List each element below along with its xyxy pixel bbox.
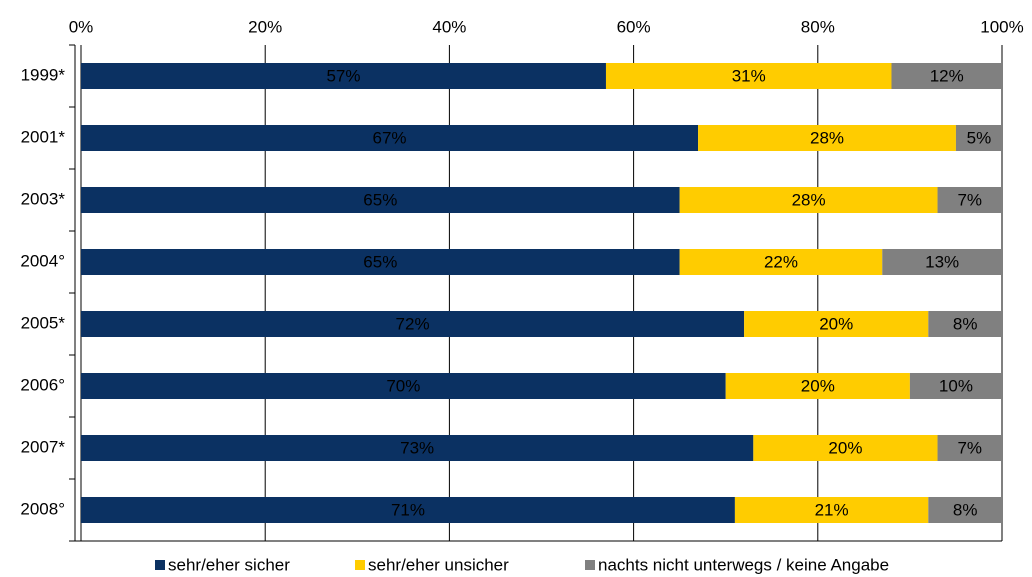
legend-swatch bbox=[355, 560, 365, 570]
bar-segment bbox=[81, 435, 754, 461]
data-label: 22% bbox=[764, 252, 798, 271]
legend-label: nachts nicht unterwegs / keine Angabe bbox=[598, 555, 889, 574]
data-label: 20% bbox=[819, 314, 853, 333]
data-label: 65% bbox=[363, 190, 397, 209]
bar-segment bbox=[698, 125, 956, 151]
y-tick-label: 2008° bbox=[20, 499, 65, 518]
data-label: 7% bbox=[957, 190, 982, 209]
x-tick-label: 40% bbox=[432, 17, 466, 36]
bar-segment bbox=[679, 249, 883, 275]
y-tick-label: 2007* bbox=[21, 437, 66, 456]
data-label: 28% bbox=[792, 190, 826, 209]
bar-segment bbox=[937, 435, 1002, 461]
bar-segment bbox=[734, 497, 929, 523]
bar-segment bbox=[955, 125, 1002, 151]
bar-segment bbox=[81, 63, 606, 89]
legend-label: sehr/eher unsicher bbox=[368, 555, 509, 574]
y-tick-label: 2005* bbox=[21, 313, 66, 332]
bar-segment bbox=[81, 373, 726, 399]
data-label: 5% bbox=[967, 128, 992, 147]
bar-segment bbox=[81, 249, 680, 275]
data-label: 28% bbox=[810, 128, 844, 147]
data-label: 13% bbox=[925, 252, 959, 271]
data-label: 72% bbox=[396, 314, 430, 333]
bar-segment bbox=[81, 125, 699, 151]
bar-segment bbox=[81, 497, 735, 523]
data-label: 67% bbox=[373, 128, 407, 147]
data-label: 7% bbox=[957, 438, 982, 457]
bar-segment bbox=[891, 63, 1002, 89]
bar-segment bbox=[605, 63, 892, 89]
bar-segment bbox=[937, 187, 1002, 213]
data-label: 73% bbox=[400, 438, 434, 457]
x-tick-label: 0% bbox=[69, 17, 94, 36]
x-tick-label: 60% bbox=[617, 17, 651, 36]
bar-segment bbox=[753, 435, 938, 461]
bar-segment bbox=[909, 373, 1002, 399]
legend-swatch bbox=[155, 560, 165, 570]
data-label: 65% bbox=[363, 252, 397, 271]
x-tick-label: 20% bbox=[248, 17, 282, 36]
data-label: 20% bbox=[801, 376, 835, 395]
bar-segment bbox=[725, 373, 910, 399]
data-label: 12% bbox=[930, 66, 964, 85]
y-tick-label: 2001* bbox=[21, 127, 66, 146]
data-label: 20% bbox=[828, 438, 862, 457]
data-label: 21% bbox=[815, 500, 849, 519]
data-label: 70% bbox=[386, 376, 420, 395]
data-label: 71% bbox=[391, 500, 425, 519]
data-label: 57% bbox=[326, 66, 360, 85]
y-tick-label: 2003* bbox=[21, 189, 66, 208]
legend-label: sehr/eher sicher bbox=[168, 555, 290, 574]
y-tick-label: 2004° bbox=[20, 251, 65, 270]
bar-segment bbox=[744, 311, 929, 337]
bar-segment bbox=[928, 311, 1002, 337]
data-label: 10% bbox=[939, 376, 973, 395]
x-tick-label: 80% bbox=[801, 17, 835, 36]
y-tick-label: 2006° bbox=[20, 375, 65, 394]
bar-segment bbox=[81, 187, 680, 213]
bar-segment bbox=[679, 187, 938, 213]
bar-segment bbox=[882, 249, 1002, 275]
y-tick-label: 1999* bbox=[21, 65, 66, 84]
x-tick-label: 100% bbox=[980, 17, 1023, 36]
data-label: 31% bbox=[732, 66, 766, 85]
data-label: 8% bbox=[953, 314, 978, 333]
data-label: 8% bbox=[953, 500, 978, 519]
bar-segment bbox=[928, 497, 1002, 523]
legend-swatch bbox=[585, 560, 595, 570]
bar-segment bbox=[81, 311, 745, 337]
